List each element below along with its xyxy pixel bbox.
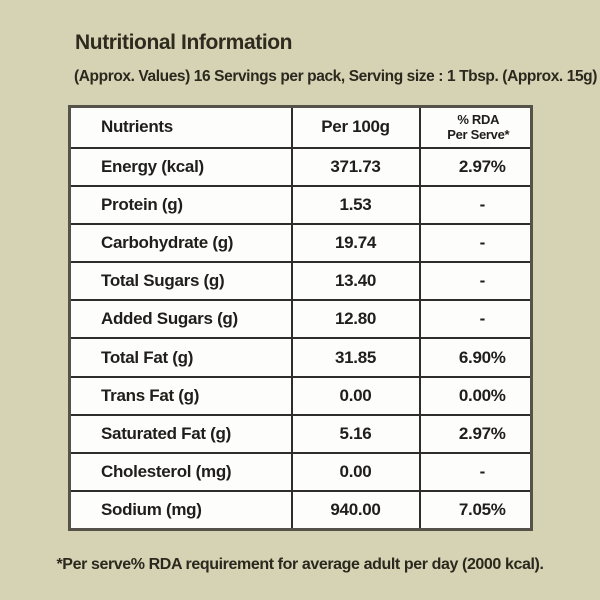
nutrition-table: Nutrients Per 100g % RDA Per Serve* Ener… <box>68 105 533 531</box>
nutrient-cell: Added Sugars (g) <box>68 299 293 340</box>
per-100g-cell: 1.53 <box>290 184 421 225</box>
nutrient-cell: Saturated Fat (g) <box>68 413 293 455</box>
column-header-per-100g: Per 100g <box>290 105 421 149</box>
nutrient-cell: Protein (g) <box>68 184 293 225</box>
per-100g-cell: 371.73 <box>290 146 421 187</box>
rda-cell: - <box>418 222 533 264</box>
per-100g-cell: 12.80 <box>290 299 421 340</box>
page-title: Nutritional Information <box>75 31 293 54</box>
table-row-cholesterol: Cholesterol (mg) 0.00 - <box>68 451 533 493</box>
table-row-added-sugars: Added Sugars (g) 12.80 - <box>68 299 533 340</box>
nutrient-cell: Cholesterol (mg) <box>68 451 293 493</box>
rda-cell: 6.90% <box>418 337 533 378</box>
table-row-total-fat: Total Fat (g) 31.85 6.90% <box>68 337 533 378</box>
table-row-saturated-fat: Saturated Fat (g) 5.16 2.97% <box>68 413 533 455</box>
per-100g-cell: 19.74 <box>290 222 421 264</box>
table-header-row: Nutrients Per 100g % RDA Per Serve* <box>68 105 533 149</box>
rda-header-line1: % RDA <box>457 111 500 127</box>
rda-cell: 0.00% <box>418 375 533 416</box>
column-header-rda-per-serve: % RDA Per Serve* <box>418 105 533 149</box>
table-row-sodium: Sodium (mg) 940.00 7.05% <box>68 490 533 531</box>
table-row-trans-fat: Trans Fat (g) 0.00 0.00% <box>68 375 533 416</box>
table-row-total-sugars: Total Sugars (g) 13.40 - <box>68 261 533 302</box>
nutrient-cell: Trans Fat (g) <box>68 375 293 416</box>
per-100g-cell: 31.85 <box>290 337 421 378</box>
nutrient-cell: Energy (kcal) <box>68 146 293 187</box>
rda-cell: - <box>418 299 533 340</box>
rda-footnote: *Per serve% RDA requirement for average … <box>56 556 544 573</box>
per-100g-cell: 0.00 <box>290 451 421 493</box>
rda-cell: - <box>418 261 533 302</box>
per-100g-cell: 940.00 <box>290 490 421 531</box>
per-100g-cell: 5.16 <box>290 413 421 455</box>
rda-cell: - <box>418 184 533 225</box>
rda-cell: - <box>418 451 533 493</box>
table-row-protein: Protein (g) 1.53 - <box>68 184 533 225</box>
nutrient-cell: Total Fat (g) <box>68 337 293 378</box>
serving-info-subtitle: (Approx. Values) 16 Servings per pack, S… <box>74 68 597 85</box>
rda-cell: 2.97% <box>418 146 533 187</box>
rda-cell: 7.05% <box>418 490 533 531</box>
rda-header-line2: Per Serve* <box>447 127 510 143</box>
table-row-carbohydrate: Carbohydrate (g) 19.74 - <box>68 222 533 264</box>
column-header-nutrients: Nutrients <box>68 105 293 149</box>
nutrient-cell: Total Sugars (g) <box>68 261 293 302</box>
nutrient-cell: Carbohydrate (g) <box>68 222 293 264</box>
rda-cell: 2.97% <box>418 413 533 455</box>
per-100g-cell: 0.00 <box>290 375 421 416</box>
table-row-energy: Energy (kcal) 371.73 2.97% <box>68 146 533 187</box>
nutrient-cell: Sodium (mg) <box>68 490 293 531</box>
per-100g-cell: 13.40 <box>290 261 421 302</box>
